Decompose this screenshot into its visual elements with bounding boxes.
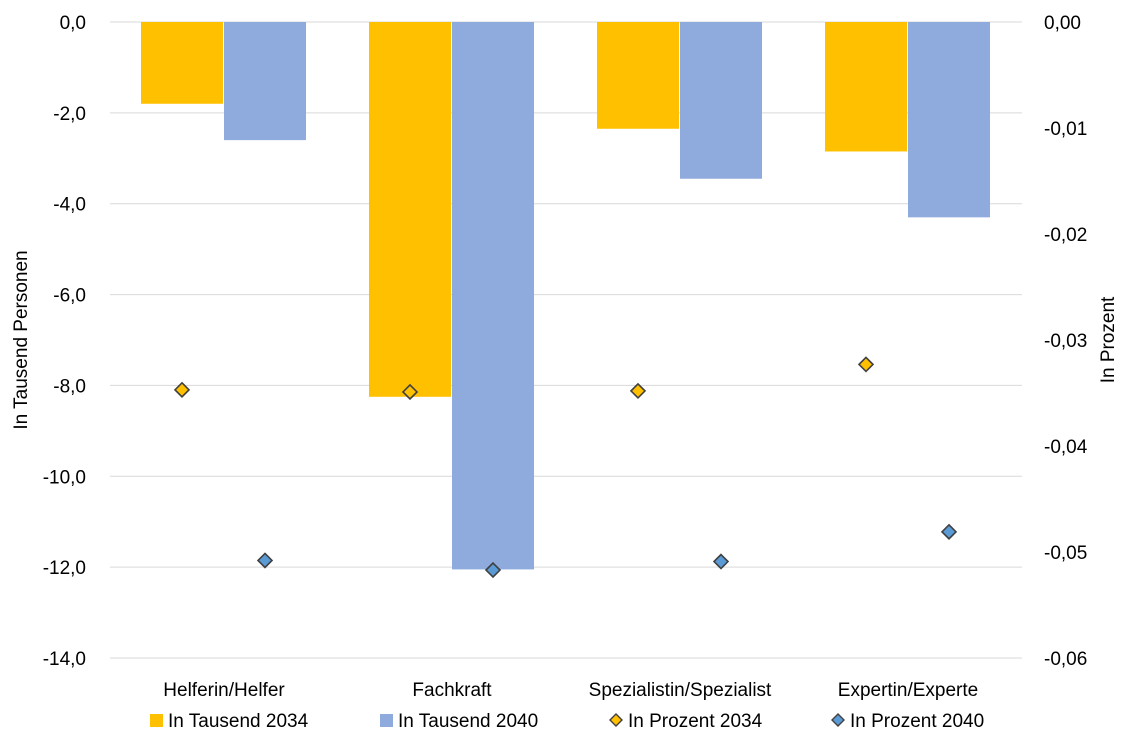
left-tick-label: -8,0 [53, 376, 86, 397]
category-label: Fachkraft [412, 680, 492, 701]
legend-swatch [150, 714, 163, 727]
legend-marker [609, 713, 623, 727]
bar [825, 22, 907, 152]
left-tick-label: -4,0 [53, 195, 86, 216]
diamond-marker [940, 523, 958, 540]
category-label: Expertin/Experte [838, 680, 978, 701]
diamond-marker [401, 383, 419, 401]
category-labels: Helferin/Helfer Fachkraft Spezialistin/Spe… [163, 680, 978, 701]
left-tick-label: -10,0 [43, 467, 86, 488]
right-tick-label: -0,05 [1044, 543, 1087, 564]
left-tick-label: -6,0 [53, 286, 86, 307]
diamond-marker [173, 381, 191, 398]
left-tick-label: 0,0 [60, 13, 86, 34]
legend-swatch [380, 714, 393, 727]
bar [680, 22, 762, 179]
left-tick-label: -12,0 [43, 558, 86, 579]
left-axis-title: In Tausend Personen [11, 250, 32, 429]
diamond-marker [857, 356, 875, 373]
diamond-marker [712, 553, 730, 570]
markers [173, 356, 958, 579]
category-label: Spezialistin/Spezialist [589, 680, 772, 701]
legend-label: In Tausend 2040 [398, 711, 538, 732]
legend-marker [831, 713, 845, 727]
bars [141, 22, 990, 570]
legend-label: In Tausend 2034 [168, 711, 309, 732]
right-tick-label: -0,03 [1044, 331, 1087, 352]
right-tick-label: -0,04 [1044, 437, 1088, 458]
bar [452, 22, 534, 570]
bar [224, 22, 306, 141]
right-axis-title: In Prozent [1098, 296, 1119, 383]
category-label: Helferin/Helfer [163, 680, 285, 701]
legend: In Tausend 2034 In Tausend 2040 In Prozent… [150, 711, 984, 732]
bar [369, 22, 451, 397]
right-tick-label: -0,01 [1044, 119, 1087, 140]
diamond-marker [256, 552, 274, 569]
right-tick-label: 0,00 [1044, 13, 1081, 34]
bar [908, 22, 990, 218]
bar [141, 22, 223, 104]
right-tick-label: -0,06 [1044, 649, 1087, 670]
bar [597, 22, 679, 129]
right-axis-ticks: -0,06 -0,05 -0,04 -0,03 -0,02 -0,01 0,00 [1044, 13, 1088, 670]
legend-label: In Prozent 2034 [628, 711, 763, 732]
diamond-marker [629, 382, 647, 400]
legend-label: In Prozent 2040 [850, 711, 984, 732]
diamond-marker [484, 561, 502, 579]
left-tick-label: -14,0 [43, 649, 86, 670]
right-tick-label: -0,02 [1044, 225, 1087, 246]
left-axis-ticks: -14,0 -12,0 -10,0 -8,0 -6,0 -4,0 -2,0 0,0 [43, 13, 86, 670]
left-tick-label: -2,0 [53, 104, 86, 125]
